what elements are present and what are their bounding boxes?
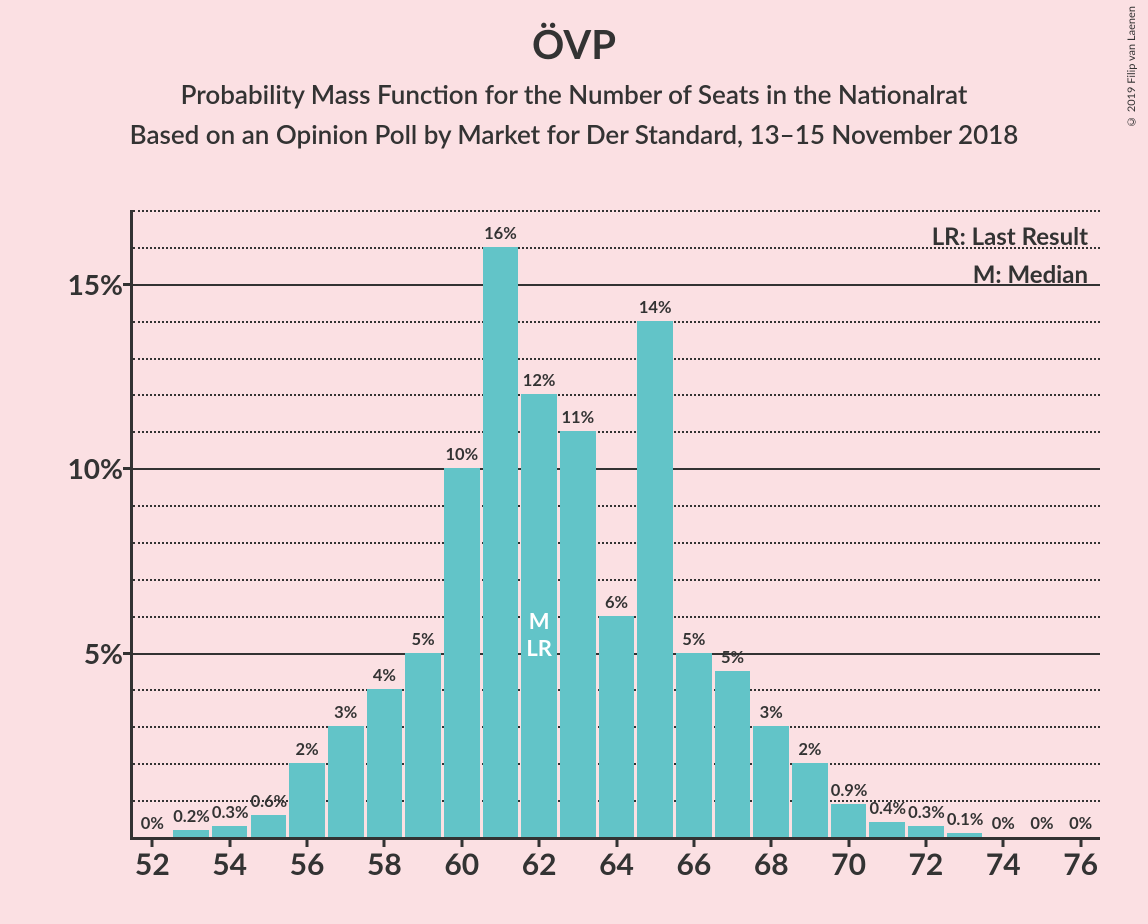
x-axis-label: 58 xyxy=(367,846,402,882)
bar-marker-label: MLR xyxy=(521,607,557,662)
bar-rect: 14% xyxy=(637,321,673,837)
bar-rect: 2% xyxy=(792,763,828,837)
bar-value-label: 0.9% xyxy=(831,780,867,804)
bar: 0.6% xyxy=(249,210,288,837)
bar-value-label: 3% xyxy=(328,702,364,726)
x-axis-label: 74 xyxy=(986,846,1021,882)
bar-value-label: 0% xyxy=(986,813,1022,837)
bar: 14% xyxy=(636,210,675,837)
bar-value-label: 0.6% xyxy=(251,791,287,815)
bar: 0% xyxy=(1061,210,1100,837)
bar: 11% xyxy=(558,210,597,837)
pmf-bar-chart: LR: Last Result M: Median 0%0.2%0.3%0.6%… xyxy=(130,210,1100,840)
bar: 10% xyxy=(442,210,481,837)
bar-rect: 0.4% xyxy=(869,822,905,837)
bar-rect: 16% xyxy=(483,247,519,837)
bar: 2% xyxy=(288,210,327,837)
bar-value-label: 10% xyxy=(444,444,480,468)
x-axis-label: 70 xyxy=(831,846,866,882)
bar-value-label: 4% xyxy=(367,665,403,689)
bar-rect: 0.2% xyxy=(173,830,209,837)
bar-value-label: 5% xyxy=(405,629,441,653)
bar: 0% xyxy=(133,210,172,837)
bar-rect: 0.3% xyxy=(908,826,944,837)
bar-value-label: 0% xyxy=(1024,813,1060,837)
bar-value-label: 6% xyxy=(599,592,635,616)
bar-value-label: 0.1% xyxy=(947,809,983,833)
x-axis-label: 76 xyxy=(1063,846,1098,882)
bar-rect: 5% xyxy=(405,653,441,837)
bar: 5% xyxy=(404,210,443,837)
bar-rect: 0.1% xyxy=(947,833,983,837)
bar-value-label: 12% xyxy=(521,370,557,394)
title-block: ÖVP Probability Mass Function for the Nu… xyxy=(0,0,1148,150)
bar-value-label: 0% xyxy=(1063,813,1099,837)
bar: 0% xyxy=(984,210,1023,837)
bar: 3% xyxy=(752,210,791,837)
bar-value-label: 2% xyxy=(289,739,325,763)
bar-rect: 5% xyxy=(676,653,712,837)
x-axis-label: 72 xyxy=(909,846,944,882)
bar-rect: 3% xyxy=(753,726,789,837)
bar: 6% xyxy=(597,210,636,837)
bar-value-label: 0.3% xyxy=(212,802,248,826)
bar-rect: 4% xyxy=(367,689,403,837)
y-axis-label: 5% xyxy=(63,636,123,670)
x-axis-label: 68 xyxy=(754,846,789,882)
bar-rect: 12%MLR xyxy=(521,394,557,837)
bar-rect: 0.3% xyxy=(212,826,248,837)
bar-value-label: 0.2% xyxy=(173,806,209,830)
bar-rect: 5% xyxy=(715,671,751,837)
bar-value-label: 0.3% xyxy=(908,802,944,826)
bar-rect: 10% xyxy=(444,468,480,837)
bar-rect: 3% xyxy=(328,726,364,837)
x-axis-label: 54 xyxy=(212,846,247,882)
bar: 0.1% xyxy=(945,210,984,837)
x-axis-label: 52 xyxy=(135,846,170,882)
bar-value-label: 2% xyxy=(792,739,828,763)
bar-value-label: 3% xyxy=(753,702,789,726)
bar: 3% xyxy=(326,210,365,837)
bar-rect: 0.9% xyxy=(831,804,867,837)
chart-subtitle-2: Based on an Opinion Poll by Market for D… xyxy=(0,118,1148,150)
bar-value-label: 5% xyxy=(715,647,751,671)
y-axis-label: 15% xyxy=(63,267,123,301)
bar: 5% xyxy=(675,210,714,837)
y-axis-label: 10% xyxy=(63,451,123,485)
bar-value-label: 16% xyxy=(483,223,519,247)
bar-value-label: 5% xyxy=(676,629,712,653)
x-axis-label: 56 xyxy=(290,846,325,882)
bar-rect: 11% xyxy=(560,431,596,837)
bar: 0.3% xyxy=(210,210,249,837)
bar: 5% xyxy=(713,210,752,837)
chart-subtitle-1: Probability Mass Function for the Number… xyxy=(0,78,1148,110)
bar: 12% MLR xyxy=(520,210,559,837)
bar: 0.4% xyxy=(868,210,907,837)
copyright-text: © 2019 Filip van Laenen xyxy=(1125,6,1138,128)
chart-title: ÖVP xyxy=(0,20,1148,68)
bar: 0.9% xyxy=(829,210,868,837)
x-axis-label: 64 xyxy=(599,846,634,882)
x-axis-label: 60 xyxy=(444,846,479,882)
bar: 0.3% xyxy=(907,210,946,837)
bar-value-label: 14% xyxy=(637,297,673,321)
bar-rect: 0.6% xyxy=(251,815,287,837)
bar: 2% xyxy=(791,210,830,837)
x-axis-label: 62 xyxy=(522,846,557,882)
bar-value-label: 0% xyxy=(135,813,171,837)
bar-value-label: 11% xyxy=(560,407,596,431)
bar: 4% xyxy=(365,210,404,837)
x-axis-label: 66 xyxy=(676,846,711,882)
bar-value-label: 0.4% xyxy=(869,798,905,822)
bar: 16% xyxy=(481,210,520,837)
bar-rect: 6% xyxy=(599,616,635,837)
bar-rect: 2% xyxy=(289,763,325,837)
bar: 0.2% xyxy=(172,210,211,837)
bar: 0% xyxy=(1023,210,1062,837)
